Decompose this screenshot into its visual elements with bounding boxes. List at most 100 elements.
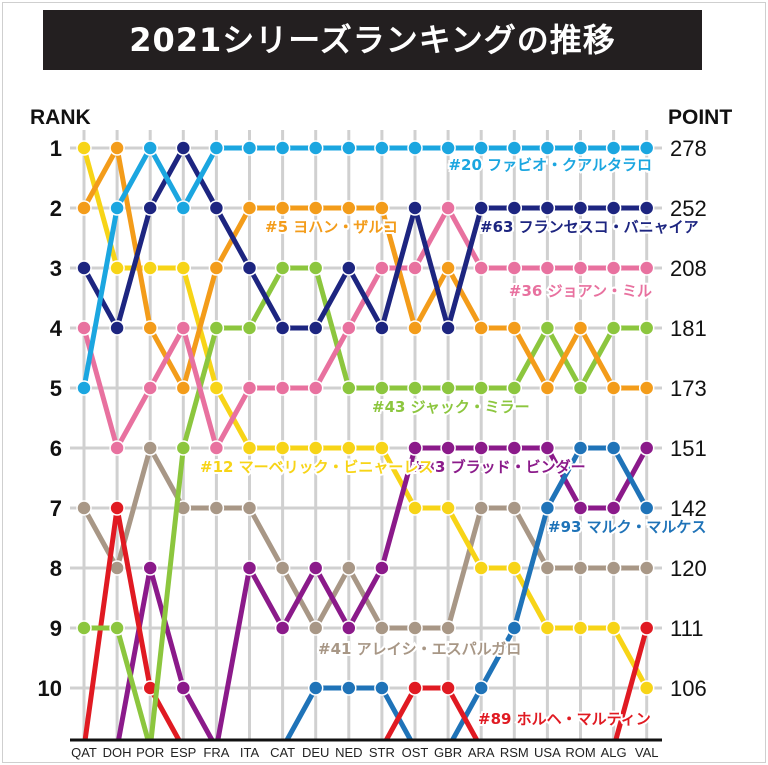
data-point — [407, 320, 423, 336]
data-point — [341, 620, 357, 636]
data-point — [638, 500, 655, 516]
data-point — [374, 620, 390, 636]
point-tick-label: 120 — [670, 556, 707, 581]
series-0 — [76, 140, 655, 396]
series-label: #20 ファビオ・クアルタラロ — [448, 156, 652, 174]
series-segment — [412, 265, 451, 331]
data-point — [374, 380, 390, 396]
data-point — [638, 140, 655, 156]
data-point — [605, 440, 622, 456]
data-point — [605, 500, 622, 516]
data-point — [307, 260, 324, 276]
data-point — [638, 560, 655, 576]
x-tick-label: VAL — [635, 745, 659, 760]
series-segment — [114, 385, 153, 451]
x-tick-label: NED — [335, 745, 362, 760]
data-point — [506, 140, 523, 156]
x-tick-label: RSM — [500, 745, 529, 760]
data-point — [142, 140, 158, 156]
data-point — [341, 260, 357, 276]
data-point — [274, 200, 291, 216]
data-point — [605, 320, 622, 336]
series-segment — [511, 565, 550, 631]
data-point — [274, 140, 291, 156]
series-segment — [313, 325, 352, 391]
data-point — [440, 260, 456, 276]
series-segment — [511, 325, 550, 391]
series-segment — [180, 685, 215, 740]
data-point — [572, 200, 589, 216]
data-point — [307, 320, 324, 336]
data-point — [142, 380, 158, 396]
data-point — [638, 260, 655, 276]
data-point — [473, 140, 489, 156]
data-point — [274, 620, 291, 636]
data-point — [407, 260, 423, 276]
data-point — [440, 320, 456, 336]
series-segment — [147, 325, 186, 391]
data-point — [76, 380, 92, 396]
data-point — [109, 500, 125, 516]
series-segment — [313, 265, 352, 331]
series-segment — [280, 565, 319, 631]
point-axis-label: POINT — [668, 106, 732, 129]
series-segment — [445, 685, 480, 740]
data-point — [473, 320, 489, 336]
data-point — [638, 620, 655, 636]
data-point — [341, 200, 357, 216]
data-point — [109, 560, 125, 576]
data-point — [109, 260, 125, 276]
data-point — [473, 440, 489, 456]
series-segment — [346, 265, 385, 331]
data-point — [506, 620, 523, 636]
data-point — [142, 440, 158, 456]
data-point — [572, 500, 589, 516]
data-point — [374, 200, 390, 216]
series-label: #5 ヨハン・ザルコ — [265, 218, 398, 236]
x-tick-label: USA — [534, 745, 561, 760]
data-point — [208, 500, 225, 516]
data-point — [638, 320, 655, 336]
data-point — [76, 260, 92, 276]
data-point — [572, 320, 589, 336]
data-point — [440, 440, 456, 456]
data-point — [407, 200, 423, 216]
rank-axis-label: RANK — [30, 106, 91, 129]
data-point — [440, 200, 456, 216]
x-tick-label: ITA — [240, 745, 260, 760]
data-point — [274, 260, 291, 276]
data-point — [307, 140, 324, 156]
series-segment — [180, 325, 219, 451]
data-point — [473, 200, 489, 216]
data-point — [407, 380, 423, 396]
data-point — [142, 560, 158, 576]
point-tick-label: 142 — [670, 496, 707, 521]
point-tick-label: 106 — [670, 676, 707, 701]
data-point — [307, 380, 324, 396]
data-point — [142, 200, 158, 216]
series-segment — [313, 565, 352, 631]
series-segment — [383, 685, 418, 740]
data-point — [142, 260, 158, 276]
series-segment — [114, 145, 153, 211]
data-point — [241, 200, 258, 216]
data-point — [374, 560, 390, 576]
data-point — [473, 260, 489, 276]
series-segment — [611, 445, 650, 511]
data-point — [142, 320, 158, 336]
series-segment — [511, 505, 550, 631]
data-point — [440, 380, 456, 396]
data-point — [307, 620, 324, 636]
data-point — [572, 380, 589, 396]
data-point — [572, 140, 589, 156]
data-point — [76, 140, 92, 156]
series-segment — [147, 145, 186, 211]
data-point — [208, 320, 225, 336]
data-point — [241, 260, 258, 276]
data-point — [208, 140, 225, 156]
data-point — [241, 440, 258, 456]
series-segment — [247, 265, 286, 331]
rank-tick-label: 5 — [50, 376, 62, 401]
data-point — [539, 380, 556, 396]
